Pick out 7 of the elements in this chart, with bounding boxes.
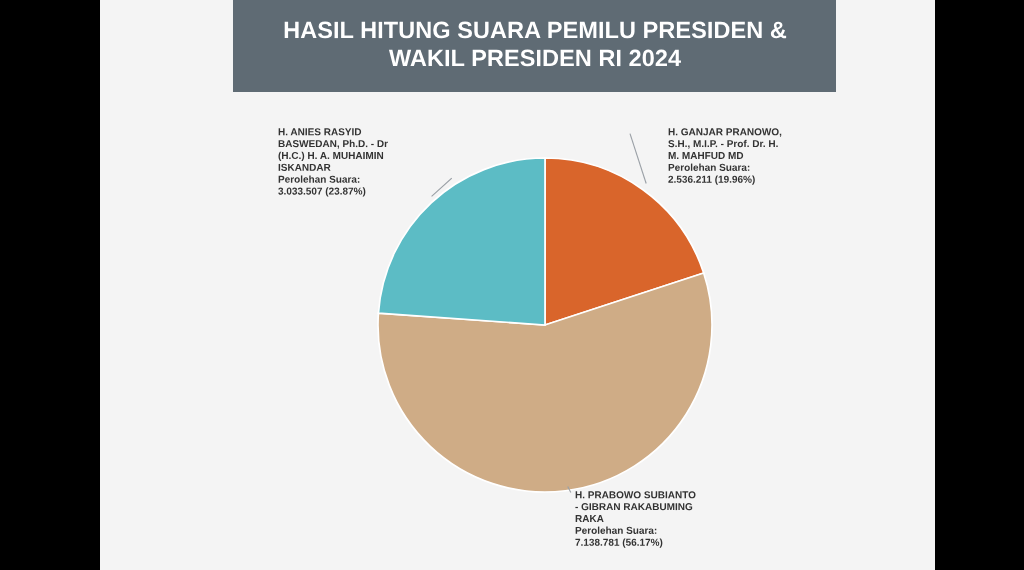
chart-title: HASIL HITUNG SUARA PEMILU PRESIDEN & WAKIL PRESIDEN RI 2024 xyxy=(284,21,787,67)
data-label: Perolehan Suara: 3.033.507 (23.87%) xyxy=(278,175,366,197)
data-label: Perolehan Suara: 7.138.781 (56.17%) xyxy=(575,526,663,548)
data-label: Perolehan Suara: 2.536.211 (19.96%) xyxy=(668,163,755,185)
slice-label: H. PRABOWO SUBIANTO - GIBRAN RAKABUMING RAKA xyxy=(575,491,696,522)
slice-label: H. ANIES RASYID BASWEDAN, Ph.D. - Dr (H.C.) H. A. MUHAIMIN ISKANDAR xyxy=(278,128,388,171)
slice-label: H. GANJAR PRANOWO, S.H., M.I.P. - Prof. Dr. H. M. MAHFUD MD xyxy=(668,128,782,160)
